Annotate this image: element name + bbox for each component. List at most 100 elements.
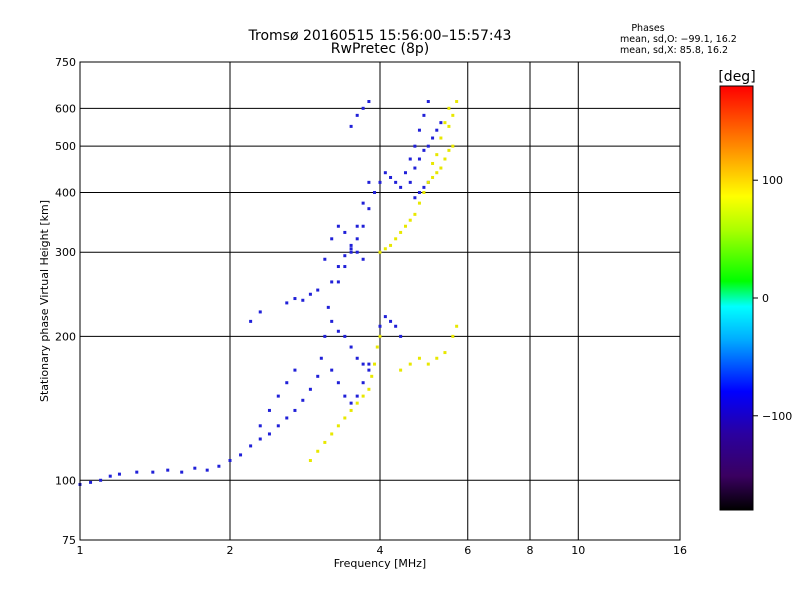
echo-point bbox=[343, 394, 347, 398]
echo-point bbox=[361, 362, 365, 366]
echo-point bbox=[394, 180, 398, 184]
echo-point bbox=[249, 444, 253, 448]
echo-point bbox=[399, 368, 403, 372]
echo-point bbox=[431, 161, 435, 165]
echo-point bbox=[336, 424, 340, 428]
echo-point bbox=[336, 329, 340, 333]
echo-point bbox=[343, 230, 347, 234]
echo-point bbox=[389, 175, 393, 179]
echo-point bbox=[355, 394, 359, 398]
echo-point bbox=[323, 257, 327, 261]
echo-point bbox=[343, 334, 347, 338]
echo-point bbox=[447, 124, 451, 128]
echo-point bbox=[389, 243, 393, 247]
echo-point bbox=[316, 288, 320, 292]
echo-point bbox=[399, 230, 403, 234]
echo-point bbox=[355, 237, 359, 241]
echo-point bbox=[89, 480, 93, 484]
echo-point bbox=[151, 470, 155, 474]
echo-point bbox=[349, 250, 353, 254]
chart-title-line1: Tromsø 20160515 15:56:00–15:57:43 bbox=[248, 28, 512, 44]
echo-point bbox=[361, 106, 365, 110]
x-axis-ticks: 1 2 4 6 8 10 16 bbox=[77, 544, 688, 557]
echo-point bbox=[413, 212, 417, 216]
echo-point bbox=[378, 250, 382, 254]
x-tick-label: 6 bbox=[464, 544, 471, 557]
echo-point bbox=[249, 319, 253, 323]
echo-point bbox=[417, 356, 421, 360]
echo-point bbox=[451, 113, 455, 117]
y-tick-label: 75 bbox=[62, 534, 76, 547]
echo-point bbox=[301, 298, 305, 302]
echo-point bbox=[403, 171, 407, 175]
echo-point bbox=[367, 100, 371, 104]
echo-point bbox=[228, 458, 232, 462]
stats-x-mode: mean, sd,X: 85.8, 16.2 bbox=[620, 45, 728, 56]
echo-point bbox=[394, 324, 398, 328]
echo-point bbox=[417, 157, 421, 161]
echo-point bbox=[108, 474, 112, 478]
echo-point bbox=[349, 408, 353, 412]
echo-point bbox=[166, 468, 170, 472]
echo-point bbox=[426, 144, 430, 148]
echo-point bbox=[431, 136, 435, 140]
echo-point bbox=[417, 201, 421, 205]
x-axis-label: Frequency [MHz] bbox=[334, 557, 426, 570]
plot-frame bbox=[79, 61, 681, 541]
echo-point bbox=[408, 157, 412, 161]
echo-point bbox=[455, 324, 459, 328]
echo-point bbox=[355, 224, 359, 228]
echo-point bbox=[451, 334, 455, 338]
echo-point bbox=[383, 247, 387, 251]
echo-point bbox=[408, 362, 412, 366]
echo-point bbox=[336, 381, 340, 385]
echo-point bbox=[267, 408, 271, 412]
echo-point bbox=[439, 166, 443, 170]
y-axis-label: Stationary phase Virtual Height [km] bbox=[38, 200, 51, 402]
echo-point bbox=[361, 257, 365, 261]
echo-point bbox=[361, 381, 365, 385]
echo-point bbox=[378, 324, 382, 328]
echo-point bbox=[383, 171, 387, 175]
echo-point bbox=[193, 466, 197, 470]
echo-point bbox=[267, 432, 271, 436]
echo-point bbox=[258, 310, 262, 314]
echo-point bbox=[293, 408, 297, 412]
echo-point bbox=[326, 305, 330, 309]
echo-point bbox=[258, 424, 262, 428]
echo-point bbox=[117, 472, 121, 476]
echo-point bbox=[316, 374, 320, 378]
echo-point bbox=[355, 113, 359, 117]
echo-point bbox=[316, 449, 320, 453]
echo-point bbox=[349, 401, 353, 405]
echo-point bbox=[403, 224, 407, 228]
echo-point bbox=[431, 175, 435, 179]
echo-point bbox=[435, 128, 439, 132]
echo-point bbox=[349, 345, 353, 349]
echo-point bbox=[443, 351, 447, 355]
echo-point bbox=[180, 470, 184, 474]
echo-point bbox=[447, 106, 451, 110]
colorbar-tick-label: 0 bbox=[762, 292, 769, 305]
echo-point bbox=[99, 478, 103, 482]
echo-point bbox=[413, 196, 417, 200]
colorbar-ticks: 100 0 −100 bbox=[753, 174, 792, 423]
chart-title-line2: RwPretec (8p) bbox=[331, 41, 429, 57]
echo-point bbox=[422, 113, 426, 117]
echo-point bbox=[451, 144, 455, 148]
x-tick-label: 1 bbox=[77, 544, 84, 557]
echo-point bbox=[455, 100, 459, 104]
echo-point bbox=[336, 265, 340, 269]
echo-point bbox=[435, 153, 439, 157]
stats-o-mode: mean, sd,O: −99.1, 16.2 bbox=[620, 34, 737, 45]
data-points bbox=[78, 100, 459, 486]
echo-point bbox=[361, 201, 365, 205]
echo-point bbox=[285, 301, 289, 305]
echo-point bbox=[435, 356, 439, 360]
echo-point bbox=[349, 124, 353, 128]
echo-point bbox=[373, 190, 377, 194]
echo-point bbox=[367, 207, 371, 211]
echo-point bbox=[323, 334, 327, 338]
echo-point bbox=[417, 190, 421, 194]
echo-point bbox=[426, 180, 430, 184]
